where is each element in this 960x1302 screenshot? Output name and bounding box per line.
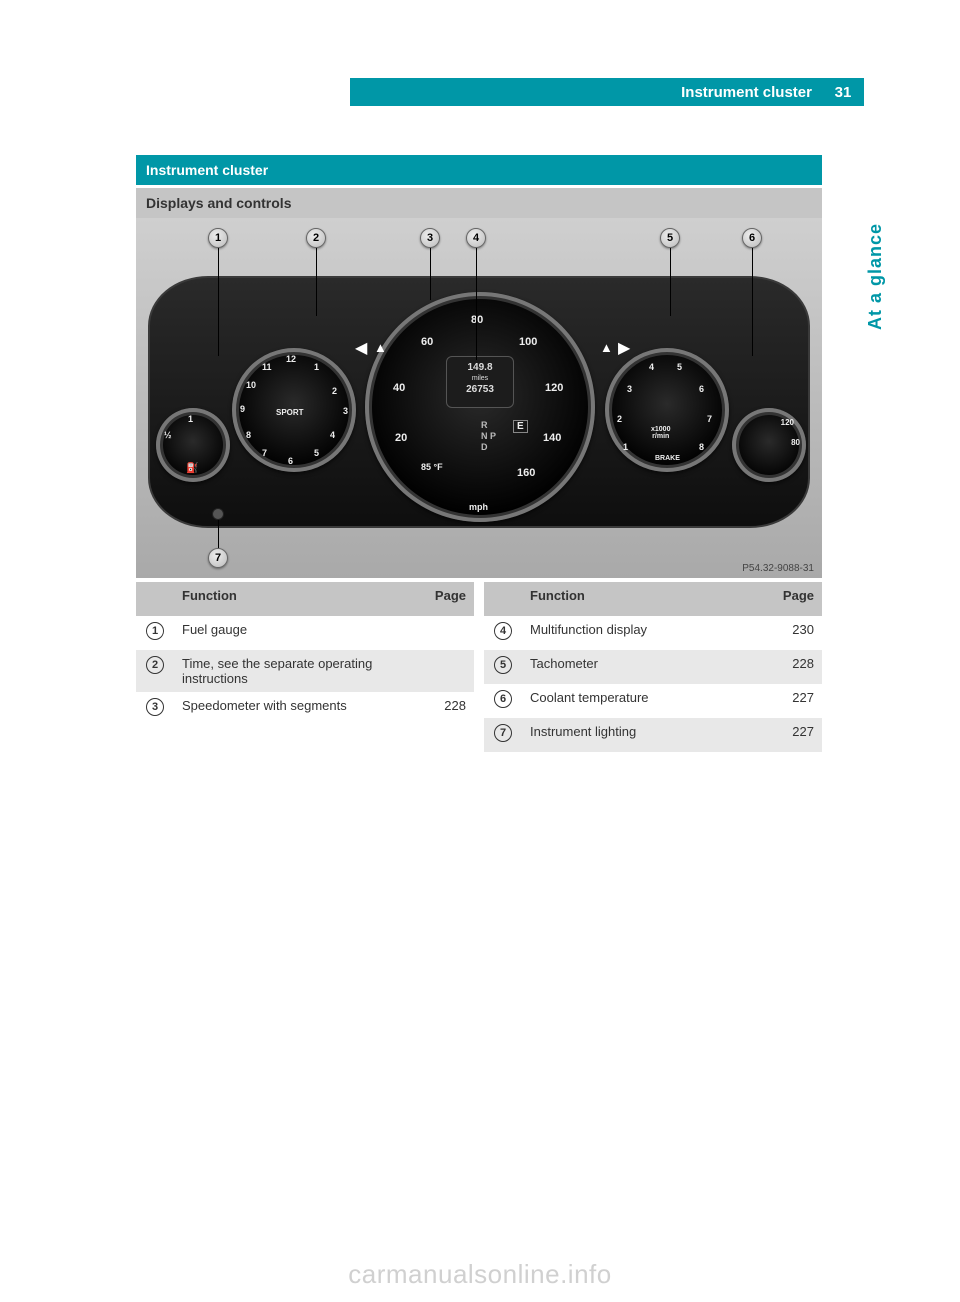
left-turn-icon: ◀ [355, 338, 367, 358]
coolant-gauge: 80 120 [732, 408, 806, 482]
table-header: Function Page [484, 582, 822, 616]
callout-7: 7 [208, 548, 228, 568]
right-turn-icon: ▶ [618, 338, 630, 358]
dashboard-panel: ½ 1 ⛽ 12 1 2 3 4 5 6 7 8 9 10 11 SPORT 2… [148, 276, 810, 528]
speedometer-gauge: 20 40 60 80 100 120 140 160 149.8 miles … [365, 292, 595, 522]
function-table-right: Function Page 4 Multifunction display 23… [484, 582, 822, 752]
header-bar: Instrument cluster [350, 78, 822, 106]
row-number: 4 [494, 622, 512, 640]
table-row: 7 Instrument lighting 227 [484, 718, 822, 752]
table-row: 6 Coolant temperature 227 [484, 684, 822, 718]
callout-2: 2 [306, 228, 326, 248]
warning-triangle-icon: ▲ [374, 340, 387, 355]
fuel-gauge: ½ 1 ⛽ [156, 408, 230, 482]
row-number: 6 [494, 690, 512, 708]
warning-triangle-icon: ▲ [600, 340, 613, 355]
section-title-main: Instrument cluster [136, 155, 822, 185]
row-number: 1 [146, 622, 164, 640]
fuel-icon: ⛽ [186, 463, 198, 474]
multifunction-display: 149.8 miles 26753 [446, 356, 514, 408]
clock-gauge: 12 1 2 3 4 5 6 7 8 9 10 11 SPORT [232, 348, 356, 472]
callout-1: 1 [208, 228, 228, 248]
row-number: 7 [494, 724, 512, 742]
callout-4: 4 [466, 228, 486, 248]
table-row: 1 Fuel gauge [136, 616, 474, 650]
table-header: Function Page [136, 582, 474, 616]
row-number: 3 [146, 698, 164, 716]
page-number: 31 [822, 78, 864, 106]
row-number: 5 [494, 656, 512, 674]
tachometer-gauge: 1 2 3 4 5 6 7 8 x1000 r/min BRAKE [605, 348, 729, 472]
watermark: carmanualsonline.info [0, 1259, 960, 1290]
table-row: 5 Tachometer 228 [484, 650, 822, 684]
table-row: 2 Time, see the separate operating instr… [136, 650, 474, 692]
side-tab-label: At a glance [865, 150, 893, 330]
figure-id: P54.32-9088-31 [742, 563, 814, 574]
table-row: 4 Multifunction display 230 [484, 616, 822, 650]
row-number: 2 [146, 656, 164, 674]
table-row: 3 Speedometer with segments 228 [136, 692, 474, 726]
side-tab-bg [822, 140, 864, 330]
function-table-left: Function Page 1 Fuel gauge 2 Time, see t… [136, 582, 474, 726]
header-title: Instrument cluster [681, 84, 812, 101]
callout-3: 3 [420, 228, 440, 248]
lighting-knob [212, 508, 224, 520]
instrument-cluster-figure: ½ 1 ⛽ 12 1 2 3 4 5 6 7 8 9 10 11 SPORT 2… [136, 218, 822, 578]
section-title-sub: Displays and controls [136, 188, 822, 218]
callout-6: 6 [742, 228, 762, 248]
callout-5: 5 [660, 228, 680, 248]
